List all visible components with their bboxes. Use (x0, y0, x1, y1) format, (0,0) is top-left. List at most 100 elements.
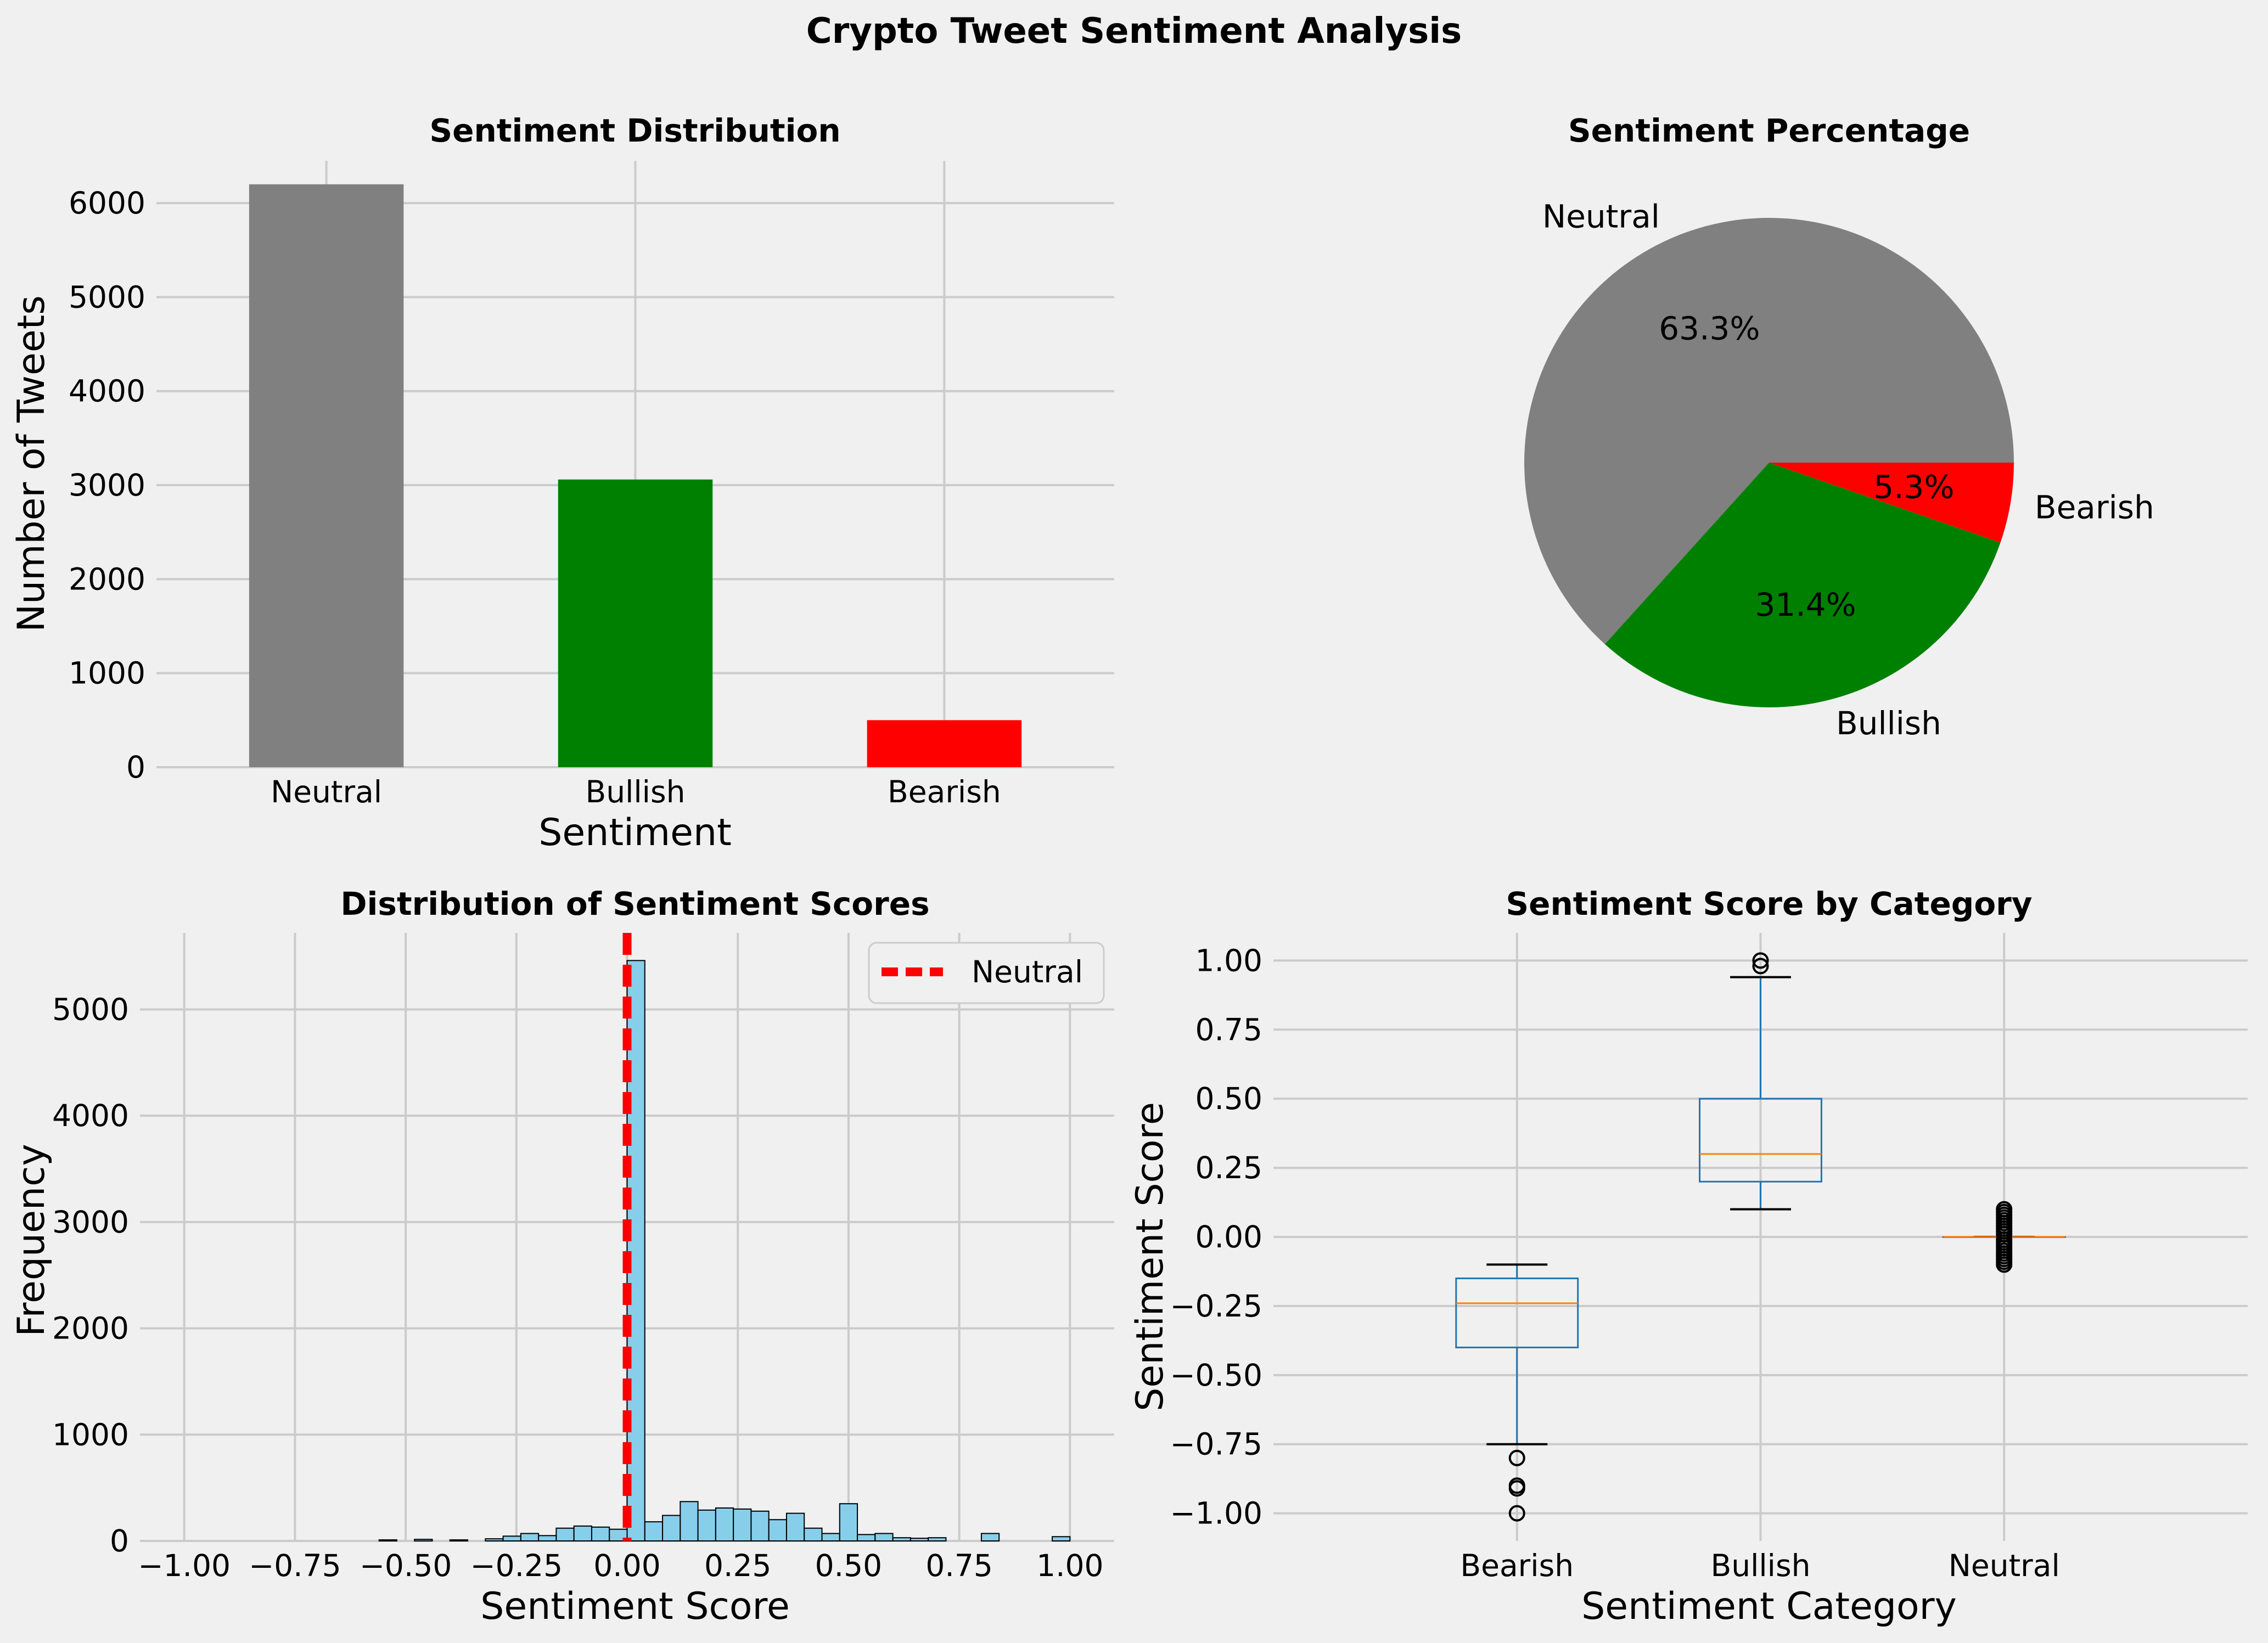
bar-chart-bars (249, 184, 1022, 767)
bar-bearish (867, 720, 1022, 767)
bar-y-tick-label: 2000 (69, 561, 145, 597)
box-outlier-bearish (1508, 1449, 1525, 1466)
histogram-bin (485, 1538, 504, 1542)
histogram-bin (892, 1537, 911, 1541)
histogram-bin (449, 1539, 469, 1542)
pie-percentage-label: 63.3% (1659, 310, 1760, 347)
pie-slice-bullish (1604, 463, 2001, 707)
hist-x-tick-label: −0.25 (470, 1548, 563, 1583)
box-outlier-bearish (1508, 1505, 1525, 1522)
hist-y-tick-label: 1000 (52, 1417, 129, 1452)
histogram-ticks: 0 1000 2000 3000 4000 5000 −1.00 −0.75 −0.50 −0.2… (52, 992, 1104, 1583)
box-outlier-bullish (1752, 958, 1769, 975)
box-y-tick-label: 0.25 (1195, 1150, 1262, 1185)
histogram-bin (857, 1534, 876, 1542)
sentiment-distribution-chart: Sentiment Distribution 0 1000 2000 3000 4000… (10, 112, 1114, 854)
sentiment-percentage-chart: Sentiment Percentage Neutral 63.3% Bullish… (1524, 112, 2154, 742)
boxplot-ticks: −1.00 −0.75 −0.50 −0.25 0.00 0.25 0.50 0.75 1.00… (1170, 943, 2059, 1583)
histogram-bin (1052, 1536, 1071, 1541)
histogram-bin (910, 1538, 929, 1541)
sentiment-score-boxplot: Sentiment Score by Category −1.00 −0.75 −0… (1129, 885, 2248, 1628)
histogram-bin (733, 1508, 752, 1542)
histogram-bin (928, 1537, 947, 1541)
box-outlier-neutral (1996, 1201, 2013, 1218)
histogram-bin (555, 1527, 575, 1541)
box-outlier-bullish (1752, 952, 1769, 969)
bar-y-tick-label: 3000 (69, 468, 145, 503)
bar-y-tick-label: 4000 (69, 374, 145, 409)
bar-y-tick-label: 6000 (69, 185, 145, 221)
sentiment-score-histogram: Distribution of Sentiment Scores 0 1000 20… (10, 885, 1114, 1628)
histogram-bin (821, 1533, 840, 1542)
bar-x-tick-label: Neutral (271, 774, 382, 809)
box-y-tick-label: 0.50 (1195, 1081, 1262, 1116)
histogram-bin (839, 1503, 858, 1542)
histogram-bin (573, 1525, 592, 1541)
bar-bullish (558, 479, 713, 767)
histogram-bin (697, 1509, 716, 1542)
bar-neutral (249, 184, 404, 767)
histogram-bin (874, 1533, 894, 1542)
bar-x-tick-label: Bullish (586, 774, 686, 809)
histogram-xlabel: Sentiment Score (480, 1585, 790, 1628)
hist-x-tick-label: 0.75 (925, 1548, 992, 1583)
histogram-ylabel: Frequency (10, 1144, 53, 1336)
histogram-bin (644, 1521, 664, 1541)
box-iqr-bearish (1455, 1278, 1579, 1348)
histogram-bin (715, 1507, 734, 1541)
histogram-bin (414, 1539, 433, 1542)
pie-percentage-label: 5.3% (1873, 468, 1954, 505)
histogram-bin (980, 1533, 1000, 1542)
bar-x-tick-label: Bearish (888, 774, 1001, 809)
boxplot-xlabel: Sentiment Category (1581, 1585, 1957, 1628)
hist-y-tick-label: 2000 (52, 1311, 129, 1346)
histogram-bin (680, 1501, 699, 1541)
hist-y-tick-label: 3000 (52, 1205, 129, 1240)
pie-slice-neutral (1524, 217, 2014, 644)
box-x-tick-label: Bullish (1711, 1548, 1811, 1583)
hist-x-tick-label: 0.25 (704, 1548, 771, 1583)
pie-chart-title: Sentiment Percentage (1568, 112, 1970, 149)
boxplot-title: Sentiment Score by Category (1506, 885, 2032, 922)
hist-x-tick-label: 1.00 (1036, 1548, 1103, 1583)
bar-y-tick-label: 0 (126, 750, 145, 785)
hist-y-tick-label: 0 (110, 1523, 129, 1558)
pie-category-label: Bearish (2035, 488, 2154, 526)
box-outlier-bearish (1508, 1480, 1525, 1497)
pie-category-label: Neutral (1542, 198, 1660, 235)
histogram-bin (378, 1539, 397, 1542)
pie-chart-slices (1524, 217, 2014, 707)
box-y-tick-label: −0.75 (1170, 1427, 1262, 1462)
histogram-bin (502, 1535, 521, 1541)
hist-x-tick-label: 0.50 (815, 1548, 882, 1583)
bar-y-tick-label: 1000 (69, 656, 145, 691)
pie-category-label: Bullish (1836, 705, 1941, 742)
boxplot-boxes (1455, 952, 2066, 1522)
hist-x-tick-label: −0.50 (360, 1548, 452, 1583)
hist-x-tick-label: −1.00 (138, 1548, 231, 1583)
pie-slice-bearish (1769, 463, 2014, 543)
box-y-tick-label: −0.25 (1170, 1288, 1262, 1324)
bar-chart-ylabel: Number of Tweets (10, 295, 53, 632)
hist-y-tick-label: 4000 (52, 1098, 129, 1133)
hist-x-tick-label: 0.00 (593, 1548, 660, 1583)
histogram-bin (768, 1519, 787, 1542)
legend-box (868, 942, 1105, 1004)
box-y-tick-label: −0.50 (1170, 1358, 1262, 1393)
box-iqr-bullish (1699, 1098, 1822, 1183)
bar-y-tick-label: 5000 (69, 279, 145, 314)
box-y-tick-label: 0.75 (1195, 1012, 1262, 1047)
figure-title: Crypto Tweet Sentiment Analysis (806, 11, 1462, 52)
histogram-bin (538, 1535, 557, 1542)
histogram-legend: Neutral (868, 942, 1105, 1004)
histogram-bin (785, 1512, 805, 1542)
box-y-tick-label: −1.00 (1170, 1496, 1262, 1531)
bar-chart-title: Sentiment Distribution (429, 112, 840, 149)
bar-chart-xlabel: Sentiment (538, 811, 732, 854)
histogram-bin (804, 1527, 823, 1541)
histogram-bin (591, 1526, 610, 1541)
histogram-title: Distribution of Sentiment Scores (340, 885, 929, 922)
box-y-tick-label: 1.00 (1195, 943, 1262, 978)
histogram-bin (662, 1515, 681, 1542)
